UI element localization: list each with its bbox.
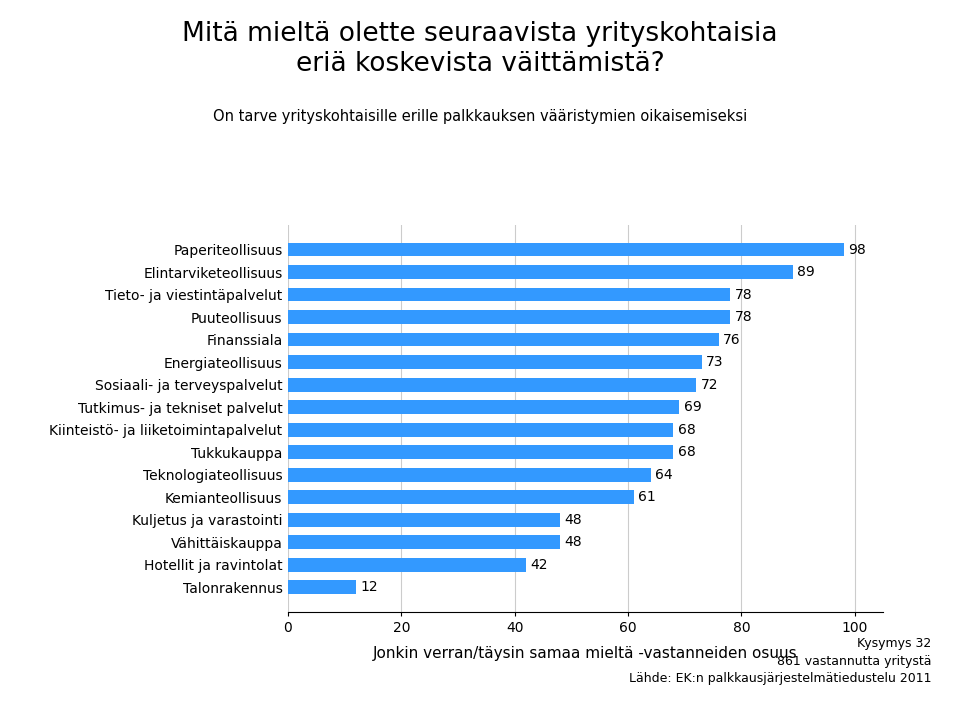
Bar: [288, 288, 731, 302]
Text: 78: 78: [734, 288, 753, 302]
Bar: [288, 310, 731, 324]
Bar: [288, 467, 651, 482]
Text: 72: 72: [701, 378, 718, 392]
Text: 61: 61: [638, 490, 656, 504]
Bar: [288, 265, 793, 279]
Text: Lähde: EK:n palkkausjärjestelmätiedustelu 2011: Lähde: EK:n palkkausjärjestelmätiedustel…: [629, 673, 931, 685]
Bar: [288, 535, 560, 549]
Text: 48: 48: [564, 535, 583, 549]
Text: 42: 42: [531, 557, 548, 572]
Text: Kysymys 32: Kysymys 32: [857, 638, 931, 650]
Bar: [288, 580, 356, 594]
Bar: [288, 490, 634, 504]
Bar: [288, 445, 674, 459]
Bar: [288, 243, 844, 257]
Bar: [288, 333, 719, 347]
Text: 76: 76: [723, 333, 741, 347]
Text: 89: 89: [797, 265, 815, 279]
Text: 78: 78: [734, 310, 753, 324]
Bar: [288, 355, 702, 369]
Text: On tarve yrityskohtaisille erille palkkauksen vääristymien oikaisemiseksi: On tarve yrityskohtaisille erille palkka…: [213, 109, 747, 124]
Bar: [288, 378, 696, 392]
Text: 69: 69: [684, 400, 702, 414]
Text: 48: 48: [564, 512, 583, 527]
Bar: [288, 512, 560, 527]
Text: 68: 68: [678, 445, 696, 459]
Text: 861 vastannutta yritystä: 861 vastannutta yritystä: [777, 655, 931, 668]
Text: 12: 12: [361, 580, 378, 594]
Text: Mitä mieltä olette seuraavista yrityskohtaisia
eriä koskevista väittämistä?: Mitä mieltä olette seuraavista yrityskoh…: [182, 21, 778, 77]
Bar: [288, 557, 526, 572]
Text: 98: 98: [848, 243, 866, 257]
Bar: [288, 400, 679, 414]
X-axis label: Jonkin verran/täysin samaa mieltä -vastanneiden osuus: Jonkin verran/täysin samaa mieltä -vasta…: [373, 646, 798, 661]
Text: 73: 73: [707, 355, 724, 369]
Text: 68: 68: [678, 423, 696, 437]
Bar: [288, 423, 674, 437]
Text: 64: 64: [656, 467, 673, 482]
